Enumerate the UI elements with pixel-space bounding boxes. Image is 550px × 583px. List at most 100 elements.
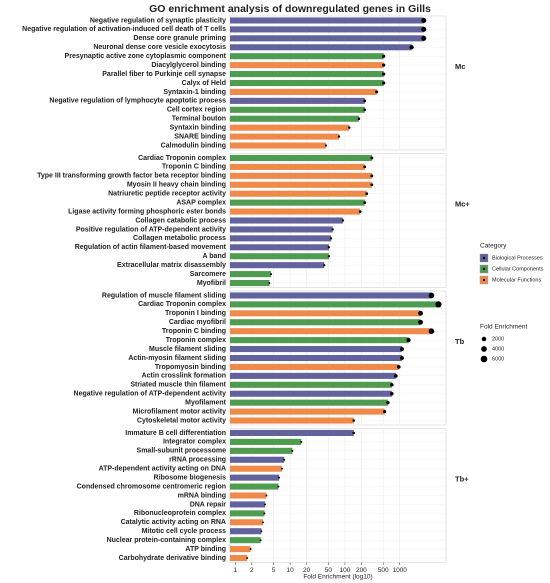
term-label: Ribosome biogenesis: [154, 474, 226, 481]
bar: [230, 106, 365, 113]
x-tick-label: 1000: [392, 567, 407, 574]
term-label: Presynaptic active zone cytoplasmic comp…: [65, 53, 227, 60]
bar: [230, 208, 361, 215]
dot: [363, 99, 367, 103]
dot: [291, 449, 294, 452]
term-label: Troponin I binding: [165, 310, 226, 317]
dot: [370, 174, 374, 178]
term-label: Dense core granule priming: [133, 35, 226, 42]
dot: [394, 374, 398, 378]
size-legend-dot: [481, 346, 487, 352]
dot: [382, 54, 386, 58]
bar: [230, 154, 372, 162]
x-tick-label: 5: [272, 567, 276, 574]
term-label: Parallel fiber to Purkinje cell synapse: [102, 71, 226, 78]
dot: [331, 228, 334, 231]
dot: [270, 273, 273, 276]
bar: [230, 501, 266, 508]
dot: [268, 282, 271, 284]
bar: [230, 62, 384, 69]
term-label: Ribonucleoprotein complex: [134, 510, 226, 517]
bar: [230, 528, 262, 535]
dot: [370, 183, 374, 187]
term-label: ASAP complex: [176, 199, 226, 206]
bar: [230, 319, 421, 326]
bar: [230, 346, 402, 353]
term-label: Immature B cell differentiation: [125, 430, 226, 437]
panel-label: Mc+: [455, 199, 470, 208]
dot: [421, 26, 427, 32]
dot: [337, 135, 341, 138]
dot: [421, 17, 427, 23]
term-label: Positive regulation of ATP-dependent act…: [76, 226, 226, 233]
bar: [230, 35, 424, 42]
term-label: Myofibril: [197, 280, 226, 287]
term-label: Carbohydrate derivative binding: [119, 555, 226, 562]
term-label: ATP-dependent activity acting on DNA: [99, 466, 226, 473]
dot: [323, 264, 326, 267]
bar: [230, 217, 343, 224]
dot: [264, 503, 267, 506]
dot: [370, 156, 374, 160]
term-label: Extracellular matrix disassembly: [117, 262, 226, 269]
dot: [249, 548, 252, 551]
dot: [352, 431, 356, 435]
bar: [230, 465, 282, 472]
bar: [230, 17, 424, 24]
dot: [358, 210, 362, 213]
x-axis-label: Fold Enrichment (log10): [303, 574, 372, 581]
bar: [230, 97, 365, 104]
term-label: Condensed chromosome centromeric region: [77, 483, 226, 490]
bar: [230, 172, 372, 179]
term-label: Neuronal dense core vesicle exocytosis: [93, 44, 226, 51]
bar: [230, 510, 265, 517]
term-label: Nuclear protein-containing complex: [107, 537, 227, 544]
term-label: Calyx of Held: [182, 80, 226, 87]
term-label: Troponin C binding: [162, 328, 226, 335]
term-label: Syntaxin binding: [170, 125, 226, 132]
term-label: Sarcomere: [190, 271, 226, 278]
panel-label: Tb: [455, 337, 465, 346]
term-label: SNARE binding: [174, 133, 226, 140]
dot: [382, 409, 387, 414]
x-tick-label: 200: [356, 567, 367, 574]
bar: [230, 429, 354, 437]
bar: [230, 390, 392, 397]
dot: [260, 530, 263, 533]
x-tick-label: 20: [303, 567, 311, 574]
bar: [230, 483, 279, 490]
bar: [230, 88, 377, 95]
bar: [230, 292, 432, 299]
term-label: Negative regulation of lymphocyte apopto…: [49, 98, 226, 105]
term-label: rRNA processing: [169, 457, 226, 464]
panel-label: Mc: [455, 62, 465, 71]
term-label: Collagen metabolic process: [133, 235, 226, 242]
term-label: Syntaxin-1 binding: [163, 89, 226, 96]
bar: [230, 399, 388, 406]
bar: [230, 163, 365, 170]
bar: [230, 546, 251, 553]
dot: [327, 255, 330, 258]
dot: [406, 338, 411, 343]
size-legend-dot: [480, 355, 488, 363]
dot: [409, 45, 414, 50]
bar: [230, 199, 365, 206]
term-label: DNA repair: [190, 501, 227, 508]
bar: [230, 519, 263, 526]
term-label: Regulation of muscle filament sliding: [102, 292, 226, 299]
bar: [230, 235, 332, 242]
dot: [280, 467, 283, 470]
size-legend-label: 4000: [492, 346, 504, 352]
term-label: Actin crosslink formation: [142, 373, 226, 380]
dot: [259, 539, 262, 542]
term-label: mRNA binding: [178, 492, 226, 499]
legend-label: Cellular Components: [492, 266, 544, 272]
term-label: Diacylglycerol binding: [151, 62, 226, 69]
dot: [363, 165, 367, 169]
dot: [418, 310, 423, 316]
bar: [230, 554, 248, 562]
legend-title: Category: [480, 243, 507, 250]
x-tick-label: 2: [250, 567, 254, 574]
bar: [230, 279, 270, 287]
term-label: Ligase activity forming phosphoric ester…: [68, 208, 226, 215]
